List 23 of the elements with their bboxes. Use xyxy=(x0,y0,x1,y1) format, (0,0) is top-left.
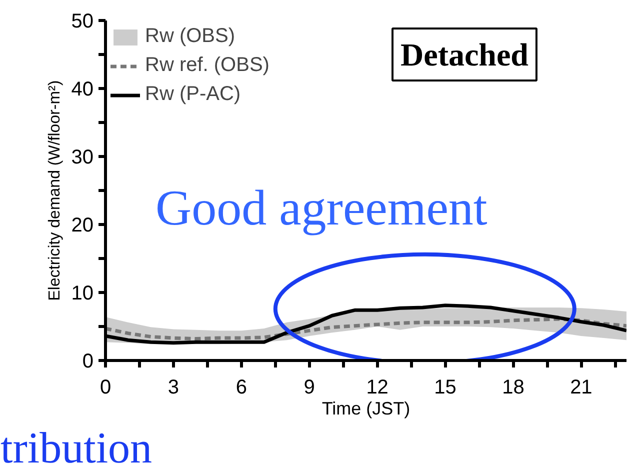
y-tick-label: 30 xyxy=(71,146,94,168)
y-axis-title: Electricity demand (W/floor-m²) xyxy=(46,80,64,301)
text: tribution xyxy=(0,424,152,472)
x-tick-label: 15 xyxy=(434,376,456,398)
x-tick-label: 0 xyxy=(100,376,112,398)
x-tick-label: 9 xyxy=(304,376,315,398)
legend-label: Rw (P-AC) xyxy=(145,83,241,106)
legend-label: Rw ref. (OBS) xyxy=(145,54,270,77)
annotation: Detached xyxy=(400,36,529,72)
line-series xyxy=(106,317,626,340)
y-tick-label: 50 xyxy=(71,10,94,32)
x-tick-label: 6 xyxy=(236,376,247,398)
x-axis-title: Time (JST) xyxy=(322,398,410,418)
annotation: Good agreement xyxy=(156,180,488,236)
x-tick-label: 18 xyxy=(502,376,524,398)
y-tick-label: 40 xyxy=(71,78,94,100)
legend-label: Rw (OBS) xyxy=(145,25,235,48)
x-tick-label: 3 xyxy=(168,376,180,398)
x-tick-label: 21 xyxy=(570,376,592,398)
y-tick-label: 0 xyxy=(82,350,94,372)
y-tick-label: 10 xyxy=(71,282,94,304)
y-tick-label: 20 xyxy=(71,214,94,236)
x-tick-label: 12 xyxy=(366,376,388,398)
